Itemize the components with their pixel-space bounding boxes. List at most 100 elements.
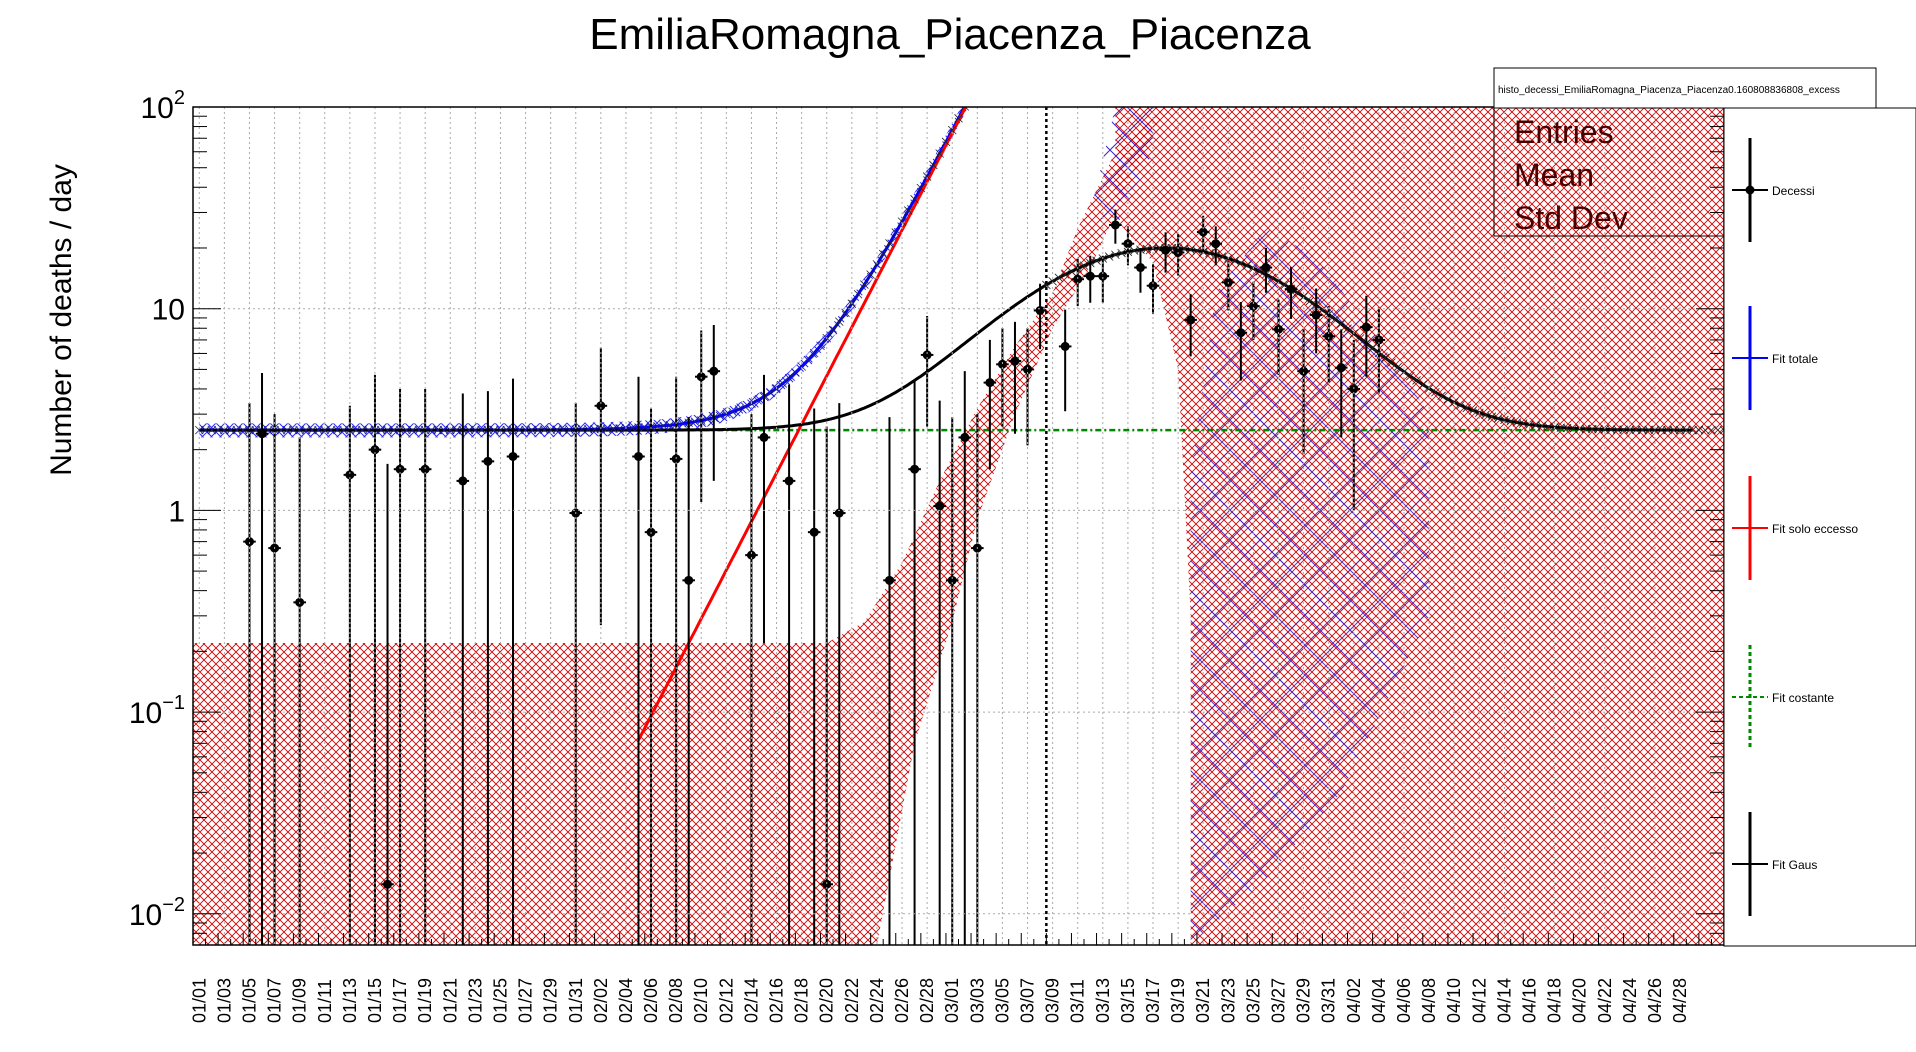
band-blue-top <box>1090 107 1153 229</box>
data-point <box>1248 301 1258 311</box>
fit-marker <box>276 425 286 435</box>
data-point <box>1010 356 1020 366</box>
fit-marker <box>1625 425 1635 435</box>
fit-marker <box>452 425 461 435</box>
data-point <box>1035 305 1045 315</box>
fit-marker <box>1587 424 1597 434</box>
data-point <box>1161 245 1171 255</box>
fit-marker <box>558 425 568 434</box>
x-tick-label: 03/07 <box>1018 978 1038 1023</box>
fit-marker <box>282 425 292 435</box>
fit-marker <box>1368 343 1377 353</box>
fit-marker <box>1236 258 1246 268</box>
fit-marker <box>314 425 323 435</box>
fit-marker <box>533 425 543 435</box>
x-tick-label: 02/26 <box>892 978 912 1023</box>
fit-marker <box>358 425 367 435</box>
fit-marker <box>1355 334 1365 343</box>
x-tick-label: 01/29 <box>541 978 561 1023</box>
x-tick-label: 03/23 <box>1218 978 1238 1023</box>
fit-marker <box>1205 248 1214 258</box>
plot-clip <box>193 79 1724 945</box>
fit-marker <box>1399 367 1409 377</box>
data-point <box>960 432 970 442</box>
x-tick-label: 01/17 <box>390 978 410 1023</box>
fit-marker <box>584 425 593 434</box>
fit-marker <box>1299 292 1308 302</box>
fit-marker <box>1217 252 1227 261</box>
fit-marker <box>1111 250 1120 260</box>
x-tick-label: 02/28 <box>917 978 937 1023</box>
fit-marker <box>1456 400 1465 410</box>
y-axis-label: Number of deaths / day <box>45 164 78 476</box>
fit-marker <box>364 425 373 435</box>
fit-marker <box>590 424 599 434</box>
fit-marker <box>433 425 442 435</box>
stats-row: Entries <box>1514 114 1614 150</box>
fit-marker <box>1437 391 1446 401</box>
fit-marker <box>973 79 981 87</box>
fit-marker <box>1569 424 1578 433</box>
band-blue-excess <box>1190 228 1430 945</box>
data-point <box>684 575 694 585</box>
fit-marker <box>1230 256 1239 265</box>
fit-marker <box>1060 270 1070 279</box>
stats-header-box <box>1493 67 1877 109</box>
fit-marker <box>376 425 386 435</box>
data-point <box>1286 284 1296 294</box>
data-point <box>997 359 1007 369</box>
fit-marker <box>577 425 587 434</box>
x-tick-label: 04/18 <box>1545 978 1565 1023</box>
fit-marker <box>1656 425 1666 435</box>
data-point <box>1023 364 1033 374</box>
fit-marker <box>1669 425 1679 435</box>
x-tick-label: 04/06 <box>1394 978 1414 1023</box>
fit-marker <box>527 425 537 435</box>
fit-marker <box>1487 412 1497 421</box>
fit-marker <box>408 425 417 435</box>
x-tick-label: 03/19 <box>1168 978 1188 1023</box>
data-point <box>1311 310 1321 320</box>
data-point <box>458 476 468 486</box>
x-tick-label: 03/09 <box>1043 978 1063 1023</box>
fit-marker <box>232 425 242 435</box>
fit-marker <box>1613 425 1622 434</box>
data-point <box>809 527 819 537</box>
fit-marker <box>1412 376 1421 385</box>
y-tick-label: 1 <box>168 495 185 528</box>
x-tick-label: 01/21 <box>440 978 460 1023</box>
fit-marker <box>295 425 304 435</box>
fit-marker <box>703 414 712 424</box>
fit-marker <box>1418 380 1428 389</box>
fit-marker <box>201 425 210 435</box>
fit-marker <box>809 348 819 358</box>
x-tick-label: 03/21 <box>1193 978 1213 1023</box>
fit-marker <box>1581 424 1591 434</box>
data-point <box>834 508 844 518</box>
x-tick-label: 01/03 <box>214 978 234 1023</box>
x-tick-label: 01/23 <box>465 978 485 1023</box>
fit-marker <box>1713 425 1723 435</box>
x-tick-label: 01/25 <box>490 978 510 1023</box>
x-tick-label: 03/27 <box>1269 978 1289 1023</box>
x-tick-label: 04/22 <box>1595 978 1615 1023</box>
data-point <box>1336 363 1346 373</box>
fit-marker <box>1606 425 1616 434</box>
fit-marker <box>226 425 235 435</box>
fit-marker <box>728 407 737 417</box>
fit-marker <box>1274 277 1283 286</box>
data-point <box>1073 274 1083 284</box>
fit-marker <box>715 411 725 421</box>
fit-marker <box>872 260 882 269</box>
x-tick-label: 03/29 <box>1294 978 1314 1023</box>
x-tick-label: 01/07 <box>265 978 285 1023</box>
fit-marker <box>1048 277 1057 286</box>
x-tick-label: 01/15 <box>365 978 385 1023</box>
fit-marker <box>1443 394 1453 404</box>
fit-marker <box>1380 353 1390 363</box>
stats-header: histo_decessi_EmiliaRomagna_Piacenza_Pia… <box>1498 85 1840 96</box>
fit-marker <box>904 206 913 215</box>
x-tick-label: 01/05 <box>239 978 259 1023</box>
